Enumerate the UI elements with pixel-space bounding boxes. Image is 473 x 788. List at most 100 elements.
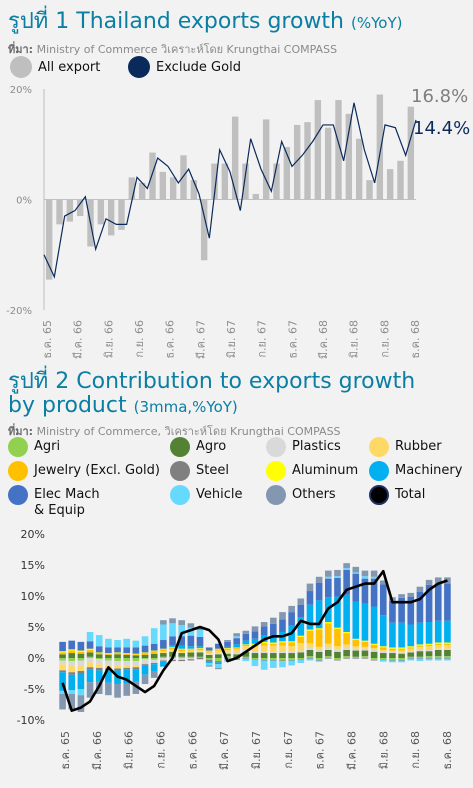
chart2-bar-segment-elec-mach-equip xyxy=(68,640,76,650)
chart2-bar-segment-jewelry-excl-gold xyxy=(141,653,149,655)
chart2-bar-segment-jewelry-excl-gold xyxy=(242,644,250,647)
chart2-bar-segment-rubber xyxy=(68,666,76,673)
chart2-bar-segment-rubber xyxy=(205,652,213,655)
chart1-bar xyxy=(262,119,270,200)
chart1-bar xyxy=(324,127,332,200)
chart1-x-tick-label: มิ.ย. 67 xyxy=(225,320,238,358)
chart2-legend-item-agro: Agro xyxy=(170,437,226,457)
chart2-bar-segment-steel xyxy=(59,670,66,673)
chart2-source-text: Ministry of Commerce, วิเคราะห์โดย Krung… xyxy=(36,425,341,438)
chart2-bar-segment-plastics xyxy=(141,659,149,663)
chart2-bar-segment-vehicle xyxy=(260,660,268,670)
chart2-bar-segment-steel xyxy=(279,660,286,662)
chart2-bar-segment-jewelry-excl-gold xyxy=(361,641,369,647)
chart2-bar-segment-rubber xyxy=(379,649,387,652)
chart2-bar-segment-aluminum xyxy=(361,640,369,642)
chart2-bar-segment-steel xyxy=(343,658,350,659)
chart2-bar-segment-vehicle xyxy=(315,660,323,662)
chart2-bar-segment-agro xyxy=(315,651,323,658)
chart2-bar-segment-vehicle xyxy=(68,690,76,694)
chart2-bar-segment-elec-mach-equip xyxy=(251,631,259,639)
chart1-source-text: Ministry of Commerce วิเคราะห์โดย Krungt… xyxy=(36,43,338,56)
chart2-bar-segment-others xyxy=(361,570,369,577)
chart2-bar-segment-elec-mach-equip xyxy=(205,647,213,651)
chart2-legend-item-machinery: Machinery xyxy=(369,461,462,481)
chart2-bar-segment-vehicle xyxy=(160,624,167,641)
chart2-bar-segment-plastics xyxy=(361,648,369,651)
chart2-bar-segment-others xyxy=(178,620,185,626)
chart2-bar-segment-elec-mach-equip xyxy=(270,623,277,637)
chart2-legend-swatch xyxy=(170,461,190,481)
chart2-bar-segment-jewelry-excl-gold xyxy=(444,643,451,645)
chart2-legend-swatch xyxy=(8,461,28,481)
chart2-bar-segment-agro xyxy=(114,654,121,658)
chart2-legend-label: Agri xyxy=(34,439,61,454)
chart1-bar xyxy=(376,94,384,200)
chart2-bar-segment-agro xyxy=(379,653,387,658)
chart2-bar-segment-jewelry-excl-gold xyxy=(233,648,240,650)
chart2-bar-segment-rubber xyxy=(416,646,424,650)
chart2-legend-label: Steel xyxy=(196,463,229,478)
chart2-bar-segment-plastics xyxy=(425,649,433,652)
chart2-bar-segment-jewelry-excl-gold xyxy=(86,649,94,653)
chart1-bar xyxy=(397,160,404,200)
chart2-bar-segment-agri xyxy=(444,656,451,658)
chart2-bar-segment-aluminum xyxy=(389,647,396,649)
chart2-bar-segment-agri xyxy=(95,658,103,660)
chart2-bar-segment-plastics xyxy=(270,651,277,654)
chart2-bar-segment-vehicle xyxy=(270,660,277,668)
chart2-legend-item-vehicle: Vehicle xyxy=(170,485,243,505)
chart2-legend-swatch xyxy=(8,485,28,505)
chart2-x-tick-label: มี.ค. 67 xyxy=(218,731,231,770)
chart2-bar-segment-agro xyxy=(68,653,76,658)
chart2-bar-segment-vehicle xyxy=(416,658,424,662)
chart2-bar-segment-others xyxy=(334,569,341,577)
chart2-bar-segment-others xyxy=(434,577,442,584)
chart2-bar-segment-aluminum xyxy=(59,651,66,653)
chart2-bar-segment-agro xyxy=(251,653,259,658)
chart2-bar-segment-aluminum xyxy=(114,652,121,654)
chart2-bar-segment-rubber xyxy=(434,644,442,649)
chart2-bar-segment-steel xyxy=(416,658,424,659)
chart2-bar-segment-elec-mach-equip xyxy=(352,573,360,602)
chart2-bar-segment-elec-mach-equip xyxy=(187,635,195,647)
chart2-bar-segment-others xyxy=(352,566,360,573)
chart2-bar-segment-agri xyxy=(187,656,195,658)
chart2-bar-segment-machinery xyxy=(379,615,387,647)
chart2-bar-segment-agri xyxy=(425,656,433,658)
chart2-bar-segment-steel xyxy=(361,658,369,659)
chart2-legend-swatch xyxy=(8,437,28,457)
chart2-source-prefix: ที่มา: xyxy=(8,425,34,438)
chart2-bar-segment-others xyxy=(141,674,149,685)
chart2-bar-segment-plastics xyxy=(315,649,323,652)
chart2-bar-segment-agro xyxy=(288,653,295,658)
chart2-bar-segment-steel xyxy=(288,659,295,661)
chart2-legend-swatch xyxy=(170,437,190,457)
chart2-bar-segment-plastics xyxy=(370,649,378,652)
chart2-bar-segment-elec-mach-equip xyxy=(114,647,121,653)
chart2-bar-segment-steel xyxy=(444,658,451,659)
chart1-bar xyxy=(200,199,208,261)
chart2-bar-segment-plastics xyxy=(123,661,131,666)
chart2-bar-segment-elec-mach-equip xyxy=(86,641,94,649)
chart2-bar-segment-vehicle xyxy=(306,658,314,661)
chart2-bar-segment-vehicle xyxy=(425,658,433,661)
chart2-legend-item-others: Others xyxy=(266,485,336,505)
chart2-bar-segment-steel xyxy=(251,659,259,660)
chart1-bar xyxy=(45,199,53,280)
chart1-bar xyxy=(242,163,249,200)
chart2-bar-segment-agri xyxy=(315,658,323,660)
chart2-bar-segment-jewelry-excl-gold xyxy=(68,650,76,654)
chart2-bar-segment-steel xyxy=(233,659,240,660)
chart2-bar-segment-steel xyxy=(169,659,176,662)
chart1-bar xyxy=(211,163,218,200)
chart2-bar-segment-elec-mach-equip xyxy=(288,612,295,626)
chart2-bar-segment-elec-mach-equip xyxy=(361,578,369,604)
chart2-bar-segment-rubber xyxy=(370,648,378,650)
chart2-bar-segment-elec-mach-equip xyxy=(260,626,268,636)
chart2-title-line2: by product xyxy=(8,393,127,418)
chart1-x-tick-label: มี.ค. 68 xyxy=(317,320,330,359)
chart2-bar-segment-machinery xyxy=(141,665,149,675)
chart2-bar-segment-rubber xyxy=(361,646,369,649)
chart1-x-tick-label: ก.ย. 67 xyxy=(256,320,269,358)
